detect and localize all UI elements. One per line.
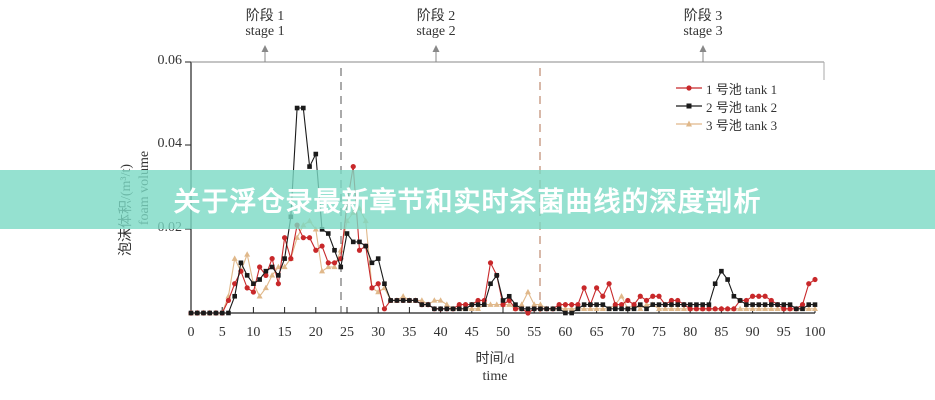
x-tick-0: 0 xyxy=(187,325,195,340)
stage-arrows xyxy=(261,45,707,62)
stage-3-label: 阶段 3 stage 3 xyxy=(658,9,748,39)
stage-2-cn: 阶段 2 xyxy=(416,9,456,24)
x-tick-100: 100 xyxy=(804,325,826,340)
triangle-marker-icon xyxy=(676,120,702,127)
legend-item-tank1: 1 号池 tank 1 xyxy=(676,79,777,97)
x-tick-5: 5 xyxy=(218,325,226,340)
stage-2-label: 阶段 2 stage 2 xyxy=(391,9,481,39)
x-axis-label-cn: 时间/d xyxy=(475,352,515,367)
stage-1-label: 阶段 1 stage 1 xyxy=(220,9,310,39)
x-axis-label-en: time xyxy=(482,369,508,384)
x-tick-40: 40 xyxy=(433,325,448,340)
x-tick-65: 65 xyxy=(589,325,604,340)
x-tick-75: 75 xyxy=(652,325,666,340)
x-tick-80: 80 xyxy=(683,325,698,340)
x-tick-30: 30 xyxy=(371,325,386,340)
x-tick-90: 90 xyxy=(745,325,760,340)
y-tick-0-04: 0.04 xyxy=(157,136,183,151)
square-marker-icon xyxy=(676,103,702,109)
x-tick-45: 45 xyxy=(464,325,479,340)
stage-2-en: stage 2 xyxy=(416,24,456,39)
legend-label-tank1: 1 号池 tank 1 xyxy=(706,81,778,97)
stage-3-en: stage 3 xyxy=(683,24,723,39)
stage-3-cn: 阶段 3 xyxy=(683,9,723,24)
y-tick-0-06: 0.06 xyxy=(157,53,183,68)
stage-1-cn: 阶段 1 xyxy=(245,9,285,24)
x-tick-50: 50 xyxy=(496,325,510,340)
stage-1-en: stage 1 xyxy=(245,24,285,39)
x-tick-35: 35 xyxy=(402,325,417,340)
x-tick-70: 70 xyxy=(620,325,635,340)
legend-item-tank2: 2 号池 tank 2 xyxy=(676,97,777,115)
x-tick-15: 15 xyxy=(277,325,292,340)
x-tick-60: 60 xyxy=(558,325,573,340)
data-series xyxy=(188,105,818,316)
legend: 1 号池 tank 1 2 号池 tank 2 3 号池 tank 3 xyxy=(676,79,777,133)
x-tick-25: 25 xyxy=(340,325,354,340)
legend-item-tank3: 3 号池 tank 3 xyxy=(676,115,777,133)
x-tick-55: 55 xyxy=(527,325,542,340)
title-banner: 关于浮仓录最新章节和实时杀菌曲线的深度剖析 xyxy=(0,170,935,229)
circle-marker-icon xyxy=(676,85,702,91)
banner-title: 关于浮仓录最新章节和实时杀菌曲线的深度剖析 xyxy=(173,187,762,218)
x-tick-95: 95 xyxy=(776,325,791,340)
x-tick-85: 85 xyxy=(714,325,729,340)
legend-label-tank3: 3 号池 tank 3 xyxy=(706,117,778,133)
x-tick-10: 10 xyxy=(246,325,261,340)
legend-label-tank2: 2 号池 tank 2 xyxy=(706,99,778,115)
x-tick-20: 20 xyxy=(308,325,323,340)
